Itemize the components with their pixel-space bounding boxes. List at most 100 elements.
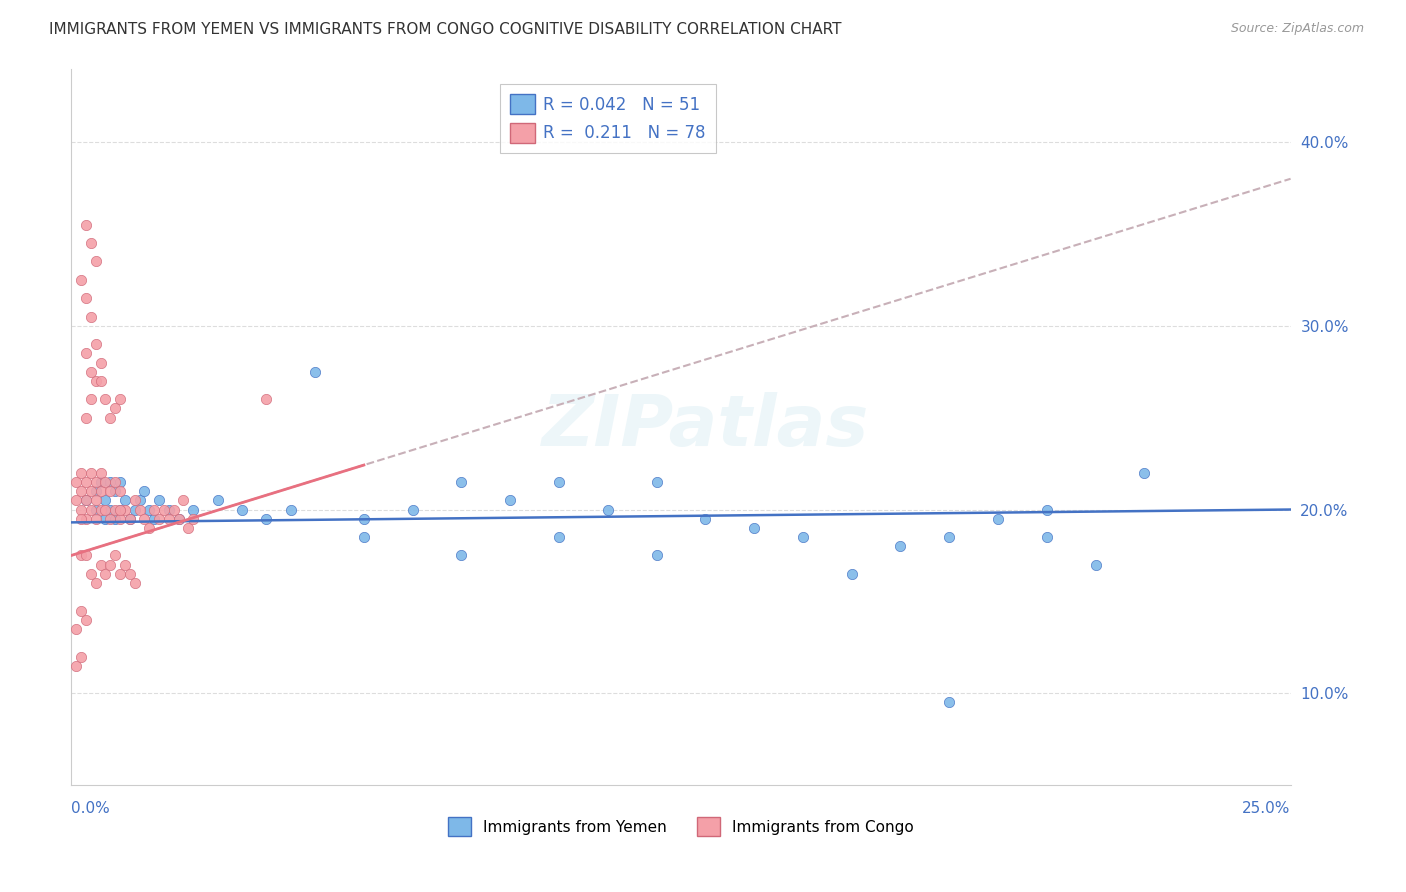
- Point: [938, 696, 960, 710]
- Point: [84, 374, 107, 388]
- Point: [841, 566, 863, 581]
- Text: 25.0%: 25.0%: [1243, 801, 1291, 815]
- Point: [254, 392, 277, 407]
- Point: [128, 502, 150, 516]
- Point: [84, 484, 107, 499]
- Point: [742, 521, 765, 535]
- Point: [353, 530, 375, 544]
- Point: [70, 466, 93, 480]
- Point: [65, 493, 87, 508]
- Point: [134, 512, 156, 526]
- Point: [153, 502, 176, 516]
- Point: [1084, 558, 1107, 572]
- Point: [65, 658, 87, 673]
- Point: [128, 493, 150, 508]
- Point: [124, 576, 146, 591]
- Point: [108, 475, 131, 489]
- Point: [70, 273, 93, 287]
- Point: [98, 475, 121, 489]
- Point: [108, 502, 131, 516]
- Point: [181, 512, 204, 526]
- Point: [304, 365, 326, 379]
- Point: [889, 539, 911, 553]
- Point: [80, 365, 103, 379]
- Point: [80, 484, 103, 499]
- Point: [80, 236, 103, 251]
- Point: [70, 604, 93, 618]
- Point: [114, 502, 136, 516]
- Point: [89, 374, 111, 388]
- Point: [80, 466, 103, 480]
- Point: [148, 512, 170, 526]
- Point: [75, 346, 97, 360]
- Point: [65, 622, 87, 636]
- Point: [118, 512, 141, 526]
- Point: [134, 484, 156, 499]
- Point: [80, 566, 103, 581]
- Point: [1133, 466, 1156, 480]
- Point: [89, 502, 111, 516]
- Point: [172, 493, 194, 508]
- Text: IMMIGRANTS FROM YEMEN VS IMMIGRANTS FROM CONGO COGNITIVE DISABILITY CORRELATION : IMMIGRANTS FROM YEMEN VS IMMIGRANTS FROM…: [49, 22, 842, 37]
- Point: [75, 549, 97, 563]
- Point: [177, 521, 200, 535]
- Point: [75, 493, 97, 508]
- Point: [70, 549, 93, 563]
- Point: [148, 493, 170, 508]
- Point: [104, 484, 127, 499]
- Point: [353, 512, 375, 526]
- Point: [65, 475, 87, 489]
- Point: [124, 502, 146, 516]
- Point: [94, 566, 117, 581]
- Point: [108, 392, 131, 407]
- Point: [75, 512, 97, 526]
- Point: [596, 502, 619, 516]
- Text: Source: ZipAtlas.com: Source: ZipAtlas.com: [1230, 22, 1364, 36]
- Point: [94, 475, 117, 489]
- Point: [94, 392, 117, 407]
- Point: [450, 475, 472, 489]
- Point: [118, 512, 141, 526]
- Point: [84, 576, 107, 591]
- Point: [98, 558, 121, 572]
- Point: [89, 466, 111, 480]
- Point: [181, 502, 204, 516]
- Point: [645, 475, 668, 489]
- Point: [938, 530, 960, 544]
- Point: [70, 484, 93, 499]
- Point: [80, 502, 103, 516]
- Point: [80, 392, 103, 407]
- Text: 0.0%: 0.0%: [72, 801, 110, 815]
- Point: [70, 512, 93, 526]
- Point: [167, 512, 190, 526]
- Point: [548, 530, 571, 544]
- Point: [84, 475, 107, 489]
- Point: [548, 475, 571, 489]
- Point: [645, 549, 668, 563]
- Point: [89, 558, 111, 572]
- Point: [84, 502, 107, 516]
- Point: [118, 566, 141, 581]
- Legend: R = 0.042   N = 51, R =  0.211   N = 78: R = 0.042 N = 51, R = 0.211 N = 78: [501, 84, 716, 153]
- Point: [450, 549, 472, 563]
- Point: [114, 493, 136, 508]
- Point: [108, 502, 131, 516]
- Point: [167, 512, 190, 526]
- Point: [280, 502, 302, 516]
- Point: [98, 512, 121, 526]
- Point: [1035, 530, 1057, 544]
- Point: [108, 566, 131, 581]
- Point: [114, 558, 136, 572]
- Point: [987, 512, 1010, 526]
- Point: [89, 475, 111, 489]
- Point: [254, 512, 277, 526]
- Point: [84, 254, 107, 268]
- Point: [84, 337, 107, 351]
- Point: [94, 512, 117, 526]
- Point: [94, 493, 117, 508]
- Point: [695, 512, 717, 526]
- Point: [401, 502, 423, 516]
- Point: [138, 521, 160, 535]
- Point: [70, 649, 93, 664]
- Point: [75, 410, 97, 425]
